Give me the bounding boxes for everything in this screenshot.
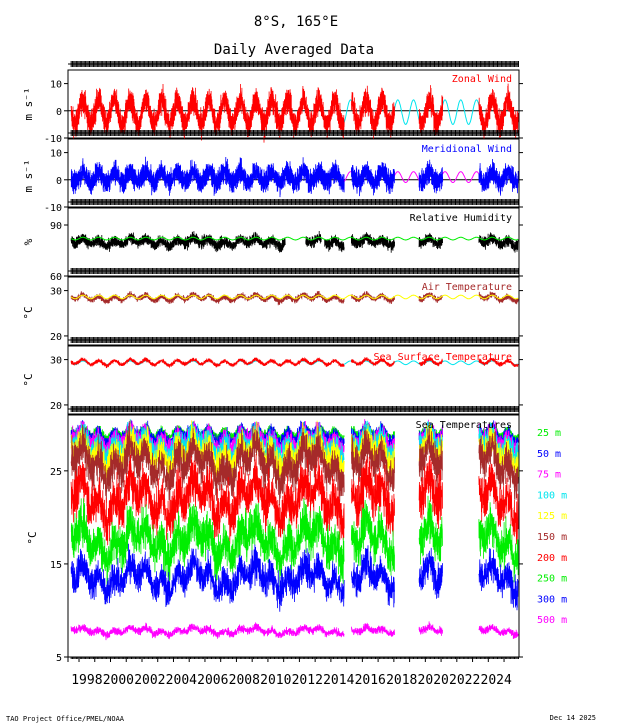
panel3-ytick-label: 90 xyxy=(50,221,62,232)
panel6-frame xyxy=(67,414,520,658)
legend-entry-200m: 200 m xyxy=(537,553,567,564)
panel5-title: Sea Surface Temperature xyxy=(374,352,512,363)
x-tick-label-2020: 2020 xyxy=(418,673,449,688)
panel4-ytick-label: 20 xyxy=(50,332,62,343)
panel1-ylabel: m s⁻¹ xyxy=(22,87,35,120)
panel1-ytick-label: -10 xyxy=(44,134,62,145)
panel2-data-line xyxy=(70,156,519,198)
panel5-ytick-label: 20 xyxy=(50,401,62,412)
panel4-ylabel: °C xyxy=(22,306,35,319)
panel1-ytick-label: 0 xyxy=(56,107,62,118)
panel2-ytick-label: 10 xyxy=(50,149,62,160)
panel3-ytick-label: 60 xyxy=(50,272,62,283)
x-tick-label-2018: 2018 xyxy=(386,673,417,688)
x-tick-label-2010: 2010 xyxy=(260,673,291,688)
panel4-climatology-line xyxy=(70,294,519,300)
panel5-date-bar xyxy=(68,337,519,343)
sea-temp-line-200m xyxy=(70,454,519,546)
panel6-ytick-label: 5 xyxy=(56,653,62,664)
x-tick-label-2006: 2006 xyxy=(197,673,228,688)
x-tick-label-1998: 1998 xyxy=(71,673,102,688)
x-tick-label-2024: 2024 xyxy=(481,673,512,688)
panel4-date-bar xyxy=(68,268,519,274)
chart-subtitle: Daily Averaged Data xyxy=(214,42,374,58)
panel1-frame xyxy=(67,69,520,139)
legend-entry-150m: 150 m xyxy=(537,532,567,543)
panel2-ytick-label: -10 xyxy=(44,203,62,214)
sea-temp-line-500m xyxy=(70,621,519,641)
panel2-title: Meridional Wind xyxy=(422,144,512,155)
legend-entry-300m: 300 m xyxy=(537,594,567,605)
panel2-ylabel: m s⁻¹ xyxy=(22,159,35,192)
legend-entry-125m: 125 m xyxy=(537,511,567,522)
legend-entry-250m: 250 m xyxy=(537,574,567,585)
sea-temp-line-250m xyxy=(70,495,519,591)
location-title: 8°S, 165°E xyxy=(254,14,338,30)
footer-date: Dec 14 2025 xyxy=(550,714,596,722)
x-tick-label-2022: 2022 xyxy=(449,673,480,688)
panel2-date-bar xyxy=(68,130,519,136)
panel1-ytick-label: 10 xyxy=(50,80,62,91)
footer-credit: TAO Project Office/PMEL/NOAA xyxy=(6,715,125,723)
panel3-climatology-line xyxy=(70,236,519,241)
panel4-frame xyxy=(67,276,520,346)
legend-entry-75m: 75 m xyxy=(537,470,561,481)
panel6-ytick-label: 15 xyxy=(50,560,62,571)
panel3-frame xyxy=(67,207,520,277)
panel3-ylabel: % xyxy=(22,238,35,245)
panel2-frame xyxy=(67,138,520,208)
x-tick-label-2014: 2014 xyxy=(323,673,354,688)
panel1-title: Zonal Wind xyxy=(452,74,512,85)
panel4-title: Air Temperature xyxy=(422,282,512,293)
panel4-ytick-label: 30 xyxy=(50,287,62,298)
panel5-data-line xyxy=(70,356,519,369)
panel3-data-line xyxy=(70,230,519,253)
panels: 10 0 -10 m s⁻¹ Zonal Wind 10 0 -10 m s⁻¹ Meridion… xyxy=(22,61,567,688)
panel3-title: Relative Humidity xyxy=(410,213,512,224)
panel1-data-line xyxy=(70,83,519,143)
panel6-date-bar xyxy=(68,406,519,412)
panel1-date-bar xyxy=(68,61,519,67)
x-tick-label-2000: 2000 xyxy=(103,673,134,688)
x-tick-label-2002: 2002 xyxy=(134,673,165,688)
x-tick-label-2004: 2004 xyxy=(166,673,197,688)
x-tick-label-2016: 2016 xyxy=(355,673,386,688)
panel2-ytick-label: 0 xyxy=(56,176,62,187)
legend-entry-100m: 100 m xyxy=(537,490,567,501)
panel5-ylabel: °C xyxy=(22,373,35,386)
panel5-ytick-label: 30 xyxy=(50,356,62,367)
legend-entry-25m: 25 m xyxy=(537,428,561,439)
panel6-ylabel: °C xyxy=(26,531,39,544)
panel3-date-bar xyxy=(68,199,519,205)
panel6-ytick-label: 25 xyxy=(50,467,62,478)
x-tick-label-2012: 2012 xyxy=(292,673,323,688)
legend-entry-500m: 500 m xyxy=(537,615,567,626)
x-tick-label-2008: 2008 xyxy=(229,673,260,688)
legend-entry-50m: 50 m xyxy=(537,449,561,460)
panel5-frame xyxy=(67,345,520,415)
sea-temp-line-300m xyxy=(70,543,519,612)
sea-temp-line-150m xyxy=(70,422,519,506)
panel6-title: Sea Temperatures xyxy=(416,420,512,431)
